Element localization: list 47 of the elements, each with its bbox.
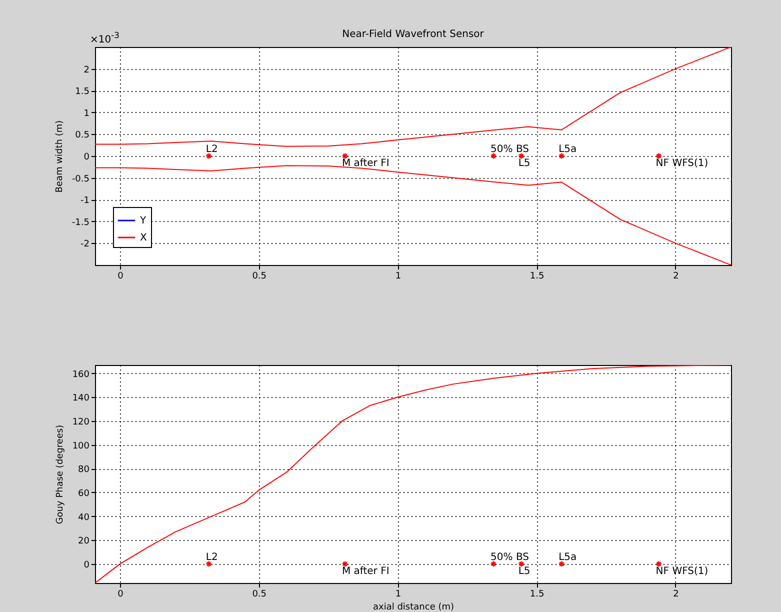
x-tick-label: 0.5 [252,590,267,600]
x-tick-label: 0.5 [252,272,267,282]
y-tick-label: 140 [72,394,90,404]
y-tick-label: 1.5 [75,87,90,98]
x-tick-label: 0 [118,272,124,282]
y-tick-label: 40 [78,512,90,523]
y-tick-label: 80 [78,465,90,476]
y-tick-label: -1.5 [72,218,90,228]
annotation: 50% BS [490,552,529,563]
x-tick-label: 2 [673,590,679,600]
annotation: L2 [206,552,218,563]
text: ×10$^{-3}$ [90,30,120,46]
annotation: L5 [518,158,530,169]
annotation: L2 [206,144,218,155]
x-tick-label: 1 [395,272,402,282]
y-tick-label: 100 [72,441,90,452]
y-tick-label: 0 [84,152,90,162]
y-tick-label: 20 [78,536,90,547]
annotation: M after FI [342,158,390,169]
annotation: NF WFS(1) [656,158,708,169]
y-tick-label: 120 [72,417,90,428]
y-tick-label: 0.5 [75,130,90,141]
x-axis-title: axial distance (m) [372,602,454,612]
x-tick-label: 0 [118,590,124,600]
x-tick-label: 1 [395,590,402,600]
annotation: L5a [558,552,577,563]
y-tick-label: 60 [78,488,90,499]
annotation: NF WFS(1) [656,566,708,577]
y-tick-label: -0.5 [72,174,90,184]
y-tick-label: -2 [80,240,90,250]
y-axis-title: Beam width (m) [54,120,65,193]
annotation: L5a [558,144,577,155]
annotation: L5 [518,566,530,577]
legend-label: Y [139,216,147,226]
y-tick-label: 160 [72,370,90,380]
chart-title: Near-Field Wavefront Sensor [342,29,485,40]
y-tick-label: -1 [80,196,90,206]
x-tick-label: 1.5 [530,590,544,600]
y-tick-label: 1 [84,108,90,119]
y-axis-title: Gouy Phase (degrees) [55,424,66,524]
annotation: 50% BS [490,144,529,155]
annotation: M after FI [342,566,390,577]
y-tick-label: 0 [84,560,90,570]
x-tick-label: 2 [673,272,679,282]
y-tick-label: 2 [84,65,90,76]
x-tick-label: 1.5 [530,272,544,282]
legend-label: X [140,232,147,244]
